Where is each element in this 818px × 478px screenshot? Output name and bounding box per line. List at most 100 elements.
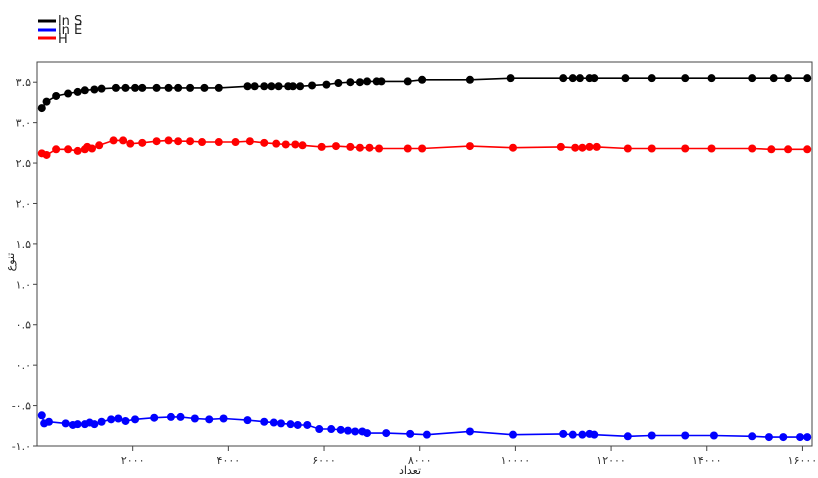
data-point-ln-s	[322, 80, 331, 89]
data-point-ln-s	[42, 97, 51, 106]
data-point-h	[186, 137, 195, 146]
data-point-ln-e	[578, 430, 587, 439]
data-point-ln-e	[107, 415, 116, 424]
data-point-h	[42, 150, 51, 159]
data-point-h	[578, 143, 587, 152]
data-point-ln-s	[559, 74, 568, 83]
y-tick-label: ۲.۰	[16, 197, 31, 210]
data-point-ln-s	[164, 83, 173, 92]
data-point-ln-s	[590, 74, 599, 83]
data-point-ln-e	[764, 433, 773, 442]
data-point-ln-s	[784, 74, 793, 83]
data-point-ln-s	[90, 85, 99, 94]
data-point-ln-s	[418, 75, 427, 84]
data-point-ln-s	[138, 83, 147, 92]
data-point-ln-s	[174, 83, 183, 92]
data-point-ln-e	[114, 414, 123, 423]
data-point-ln-e	[97, 417, 106, 426]
data-point-h	[418, 144, 427, 153]
plot-frame	[36, 61, 813, 447]
data-point-ln-s	[243, 82, 252, 91]
x-axis: ۲۰۰۰ ۴۰۰۰ ۶۰۰۰ ۸۰۰۰ ۱۰۰۰۰ ۱۲۰۰۰ ۱۴۰۰۰ ۱۶۰۰۰	[121, 446, 817, 467]
data-point-ln-s	[506, 74, 515, 83]
data-point-ln-e	[315, 425, 324, 434]
y-tick-label: ۳.۵	[16, 76, 31, 89]
data-point-ln-e	[559, 429, 568, 438]
data-point-ln-e	[121, 416, 130, 425]
x-tick-label: ۶۰۰۰	[312, 454, 336, 467]
data-point-ln-e	[681, 431, 690, 440]
data-point-ln-s	[575, 74, 584, 83]
data-point-h	[623, 144, 632, 153]
data-point-ln-s	[37, 104, 46, 113]
data-point-h	[707, 144, 716, 153]
data-point-h	[331, 142, 340, 151]
series-layer	[37, 74, 812, 442]
y-tick-label: ۳.۰	[16, 117, 31, 130]
y-tick-label: ۰.۰	[16, 359, 31, 372]
data-point-ln-s	[111, 83, 120, 92]
y-tick-label: ۰.۵	[16, 319, 31, 332]
data-point-h	[784, 145, 793, 154]
data-point-h	[556, 142, 565, 151]
data-point-ln-e	[269, 418, 278, 427]
data-point-h	[403, 144, 412, 153]
data-point-ln-e	[336, 425, 345, 434]
data-point-ln-e	[568, 430, 577, 439]
data-point-ln-e	[351, 427, 360, 436]
data-point-h	[260, 138, 269, 147]
data-point-ln-e	[276, 419, 285, 428]
x-tick-label: ۱۶۰۰۰	[788, 454, 818, 467]
legend: ln S ln E H	[38, 14, 82, 47]
y-axis: -۱.۰ -۰.۵ ۰.۰ ۰.۵ ۱.۰ ۱.۵ ۲.۰ ۲.۵ ۳.۰ ۳.۵	[12, 76, 37, 453]
data-point-h	[317, 142, 326, 151]
data-point-ln-s	[465, 75, 474, 84]
data-point-ln-e	[363, 429, 372, 438]
data-point-ln-e	[44, 417, 53, 426]
data-point-h	[164, 136, 173, 145]
data-point-ln-s	[64, 89, 73, 98]
data-point-ln-s	[377, 77, 386, 86]
legend-label-h: H	[58, 32, 68, 47]
data-point-ln-e	[131, 415, 140, 424]
data-point-ln-e	[647, 431, 656, 440]
x-tick-label: ۲۰۰۰	[121, 454, 145, 467]
data-point-h	[126, 139, 135, 148]
data-point-ln-e	[779, 433, 788, 442]
data-point-ln-s	[346, 78, 355, 87]
data-point-h	[346, 142, 355, 151]
data-point-ln-s	[769, 74, 778, 83]
data-point-ln-e	[465, 427, 474, 436]
data-point-h	[95, 141, 104, 150]
data-point-ln-s	[355, 78, 364, 87]
data-point-ln-s	[647, 74, 656, 83]
data-point-ln-e	[406, 429, 415, 438]
y-tick-label: ۱.۵	[16, 238, 31, 251]
data-point-ln-s	[334, 79, 343, 88]
x-tick-label: ۱۰۰۰۰	[501, 454, 531, 467]
data-point-h	[198, 138, 207, 147]
legend-label-ln-e: ln E	[58, 23, 82, 38]
data-point-ln-e	[176, 412, 185, 421]
series-ln-s	[37, 74, 812, 113]
data-point-ln-e	[590, 430, 599, 439]
data-point-h	[64, 145, 73, 154]
data-point-ln-s	[97, 84, 106, 93]
data-point-ln-s	[296, 82, 305, 91]
data-point-ln-e	[90, 420, 99, 429]
data-point-ln-s	[621, 74, 630, 83]
x-tick-label: ۱۴۰۰۰	[692, 454, 722, 467]
data-point-h	[231, 138, 240, 147]
data-point-ln-s	[288, 82, 297, 91]
data-point-ln-s	[80, 86, 89, 95]
y-tick-label: -۰.۵	[12, 400, 31, 413]
data-point-h	[119, 136, 128, 145]
data-point-ln-s	[403, 77, 412, 86]
data-point-h	[585, 142, 594, 151]
data-point-ln-s	[681, 74, 690, 83]
data-point-h	[592, 142, 601, 151]
data-point-ln-s	[707, 74, 716, 83]
data-point-ln-s	[363, 77, 372, 86]
data-point-ln-e	[303, 420, 312, 429]
